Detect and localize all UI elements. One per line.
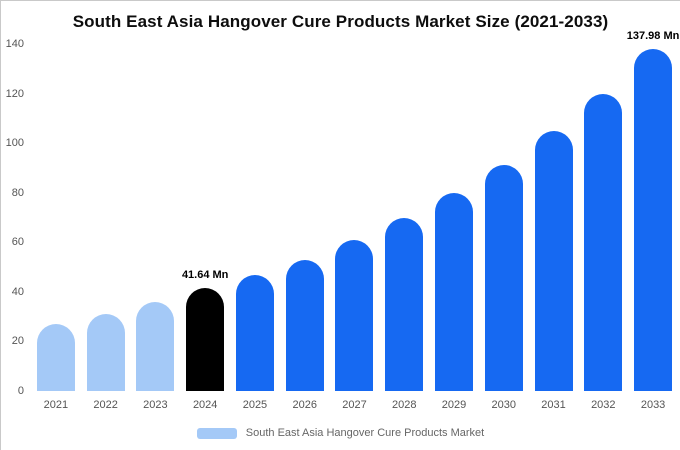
bar-2031 — [534, 130, 573, 391]
bar-slot — [330, 44, 380, 391]
bar-2024: 41.64 Mn — [182, 269, 228, 391]
x-tick-label: 2022 — [93, 399, 118, 411]
bar-slot: 41.64 Mn — [180, 44, 230, 391]
x-tick-label: 2021 — [43, 399, 69, 411]
bar-2028 — [385, 217, 424, 391]
bar-slot — [280, 44, 330, 391]
bar-slot — [529, 44, 579, 391]
x-tick-label: 2027 — [342, 399, 367, 411]
x-tick-label: 2028 — [392, 399, 417, 411]
legend-swatch — [196, 427, 237, 439]
y-tick-label: 40 — [11, 285, 24, 298]
bar-2030 — [484, 165, 523, 391]
bar-2023 — [136, 301, 175, 391]
x-tick-label: 2033 — [640, 399, 666, 411]
x-tick-label: 2029 — [441, 399, 467, 411]
x-tick-label: 2031 — [541, 399, 566, 411]
x-tick-label: 2023 — [143, 399, 168, 411]
bar-slot — [230, 44, 280, 391]
bar-2022 — [86, 314, 125, 391]
y-tick-label: 60 — [11, 236, 24, 249]
bar-2021 — [36, 324, 75, 391]
y-tick-label: 100 — [5, 137, 24, 150]
bar-2033: 137.98 Mn — [627, 30, 679, 391]
y-axis: 0 20 40 60 80 100 120 140 — [1, 38, 27, 397]
x-axis-labels: 2021 2022 2023 2024 2025 2026 2027 2028 2029 2030… — [31, 399, 678, 411]
bar-slot: 137.98 Mn — [627, 30, 679, 391]
y-tick-label: 140 — [5, 38, 24, 50]
bar-slot — [31, 44, 81, 391]
bar-2032 — [584, 93, 623, 391]
bar-slot — [479, 44, 529, 391]
x-tick-label: 2032 — [591, 399, 616, 411]
bar-value-label: 41.64 Mn — [181, 268, 229, 281]
y-tick-label: 120 — [5, 87, 24, 100]
plot-area: 41.64 Mn 137.98 Mn — [31, 30, 679, 391]
legend: South East Asia Hangover Cure Products M… — [1, 427, 680, 439]
x-tick-label: 2025 — [242, 399, 268, 411]
x-tick-label: 2024 — [192, 399, 218, 411]
bar-2027 — [335, 239, 374, 391]
bar-value-label: 137.98 Mn — [626, 30, 680, 43]
bar-slot — [379, 44, 429, 391]
bar-2025 — [235, 274, 274, 391]
y-tick-label: 80 — [11, 186, 24, 199]
bar-slot — [578, 44, 628, 391]
x-tick-label: 2026 — [292, 399, 317, 411]
y-tick-label: 0 — [17, 385, 24, 397]
bar-2029 — [435, 192, 473, 391]
bar-slot — [81, 44, 131, 391]
x-tick-label: 2030 — [491, 399, 517, 411]
chart-title: South East Asia Hangover Cure Products M… — [72, 12, 609, 31]
bar-slot — [131, 44, 181, 391]
y-tick-label: 20 — [11, 335, 24, 348]
bar-slot — [429, 44, 479, 391]
legend-label: South East Asia Hangover Cure Products M… — [245, 427, 485, 439]
bar-2026 — [285, 259, 324, 391]
